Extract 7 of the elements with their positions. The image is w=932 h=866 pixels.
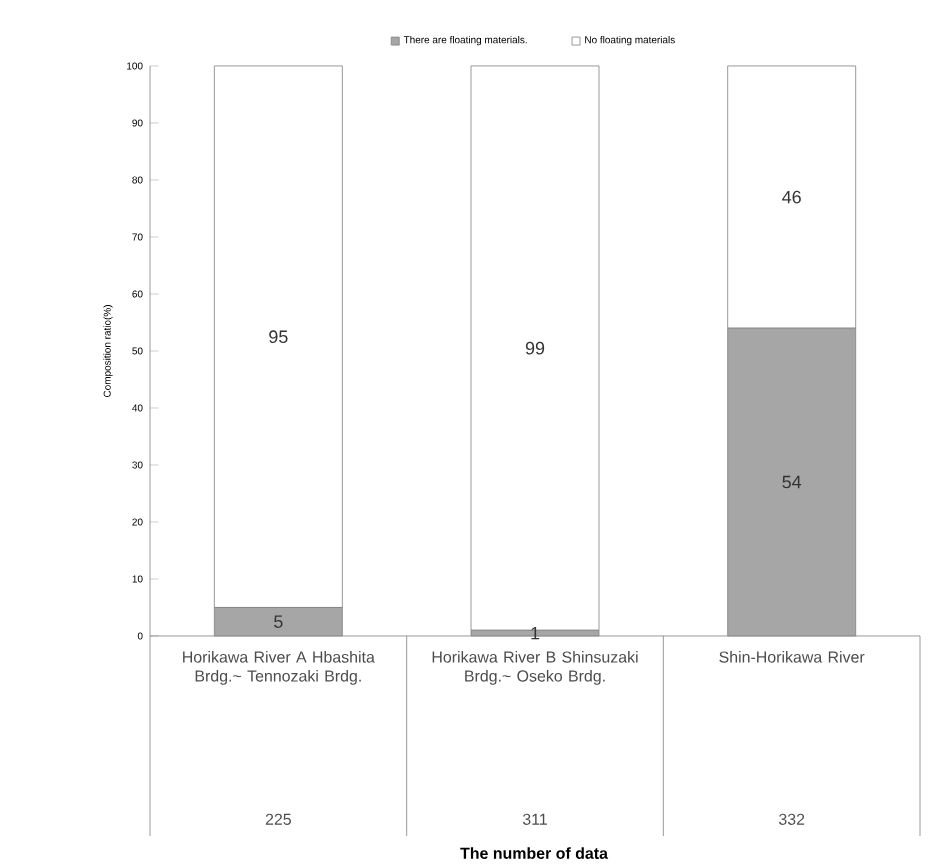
data-label: 95 [269, 330, 288, 344]
data-label: 5 [274, 615, 283, 628]
data-label: 54 [782, 475, 802, 489]
data-label: 1 [531, 626, 540, 640]
data-label: 99 [525, 341, 545, 355]
bar [470, 65, 600, 631]
data-label: 46 [782, 190, 801, 204]
